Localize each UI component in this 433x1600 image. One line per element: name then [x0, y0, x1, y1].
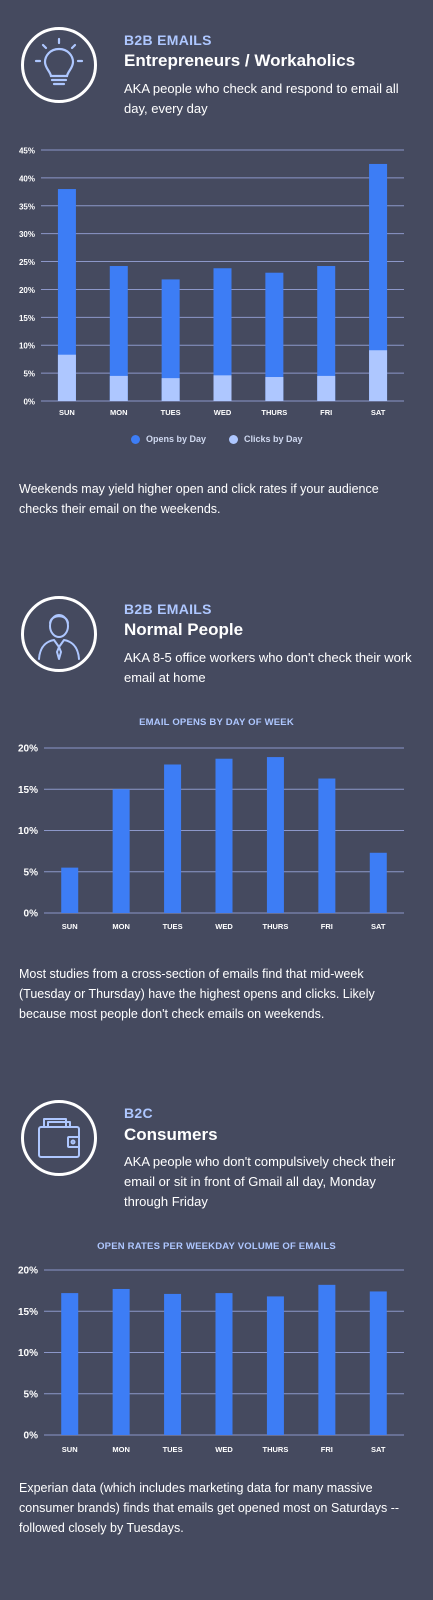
legend-label-opens: Opens by Day [146, 434, 207, 444]
x-tick-label: SUN [59, 408, 75, 417]
section-paragraph: Most studies from a cross-section of ema… [19, 967, 375, 1021]
y-tick-label: 5% [24, 1389, 39, 1400]
y-tick-label: 0% [24, 909, 39, 920]
x-tick-label: THURS [263, 922, 289, 931]
section-normal-people: B2B EMAILS Normal People AKA 8-5 office … [0, 590, 433, 1040]
bar [61, 1293, 79, 1435]
bar [266, 757, 284, 913]
section-kicker: B2B EMAILS [124, 32, 212, 48]
y-tick-label: 45% [19, 147, 35, 156]
bar-opens [265, 272, 284, 401]
x-tick-label: FRI [321, 1445, 333, 1454]
x-tick-label: TUES [161, 408, 181, 417]
y-tick-label: 20% [19, 286, 35, 295]
y-tick-label: 10% [18, 1348, 38, 1359]
x-tick-label: MON [112, 922, 130, 931]
x-tick-label: THURS [263, 1445, 289, 1454]
x-tick-label: WED [215, 1445, 233, 1454]
y-tick-label: 40% [19, 174, 35, 183]
bar [164, 1293, 182, 1435]
x-tick-label: TUES [163, 922, 183, 931]
x-tick-label: SUN [62, 922, 78, 931]
bar [61, 867, 79, 913]
bar [318, 778, 336, 913]
y-tick-label: 25% [19, 258, 35, 267]
lightbulb-icon [34, 37, 84, 86]
x-tick-label: MON [112, 1445, 130, 1454]
y-tick-label: 0% [23, 398, 35, 407]
section-title: Consumers [124, 1125, 218, 1144]
bar [318, 1284, 336, 1435]
section-entrepreneurs: B2B EMAILS Entrepreneurs / Workaholics A… [0, 0, 433, 540]
section-paragraph: Experian data (which includes marketing … [19, 1481, 400, 1535]
bar [164, 764, 182, 913]
x-tick-label: MON [110, 408, 128, 417]
y-tick-label: 30% [19, 230, 35, 239]
bar [266, 1296, 284, 1435]
x-tick-label: FRI [321, 922, 333, 931]
y-tick-label: 35% [19, 202, 35, 211]
y-tick-label: 10% [18, 826, 38, 837]
y-tick-label: 20% [18, 744, 38, 755]
section-title: Entrepreneurs / Workaholics [124, 51, 356, 70]
bar-clicks [317, 375, 336, 401]
bar [369, 1291, 387, 1435]
bar [112, 1288, 130, 1435]
bar [112, 789, 130, 913]
bar-opens [161, 279, 180, 401]
y-tick-label: 20% [18, 1266, 38, 1277]
bar-clicks [161, 378, 180, 401]
legend-swatch-clicks [229, 435, 238, 444]
x-tick-label: THURS [261, 408, 287, 417]
bar-opens [213, 268, 232, 401]
y-tick-label: 5% [23, 370, 35, 379]
bar-clicks [369, 350, 388, 401]
bar [369, 852, 387, 913]
open-rates-chart: 0% 5% 10% 15% 20% SUN MON TUES WED THURS FRI SAT [18, 1266, 404, 1454]
y-tick-label: 0% [24, 1431, 39, 1442]
section-subtitle: AKA people who check and respond to emai… [124, 81, 399, 116]
x-tick-label: SAT [371, 408, 386, 417]
section-consumers: B2C Consumers AKA people who don't compu… [0, 1100, 433, 1600]
bar [215, 1293, 233, 1435]
y-tick-label: 15% [19, 314, 35, 323]
x-tick-label: WED [215, 922, 233, 931]
x-tick-label: SAT [371, 922, 386, 931]
bar-clicks [265, 377, 284, 401]
y-tick-label: 15% [18, 785, 38, 796]
office-worker-icon-circle [21, 596, 97, 672]
bar-clicks [109, 375, 128, 401]
bar-opens [109, 266, 128, 401]
y-tick-label: 10% [19, 342, 35, 351]
wallet-icon [38, 1118, 80, 1158]
bar-opens [57, 189, 76, 401]
section-subtitle: AKA 8-5 office workers who don't check t… [124, 650, 412, 685]
bar-opens [317, 266, 336, 401]
section-subtitle: AKA people who don't compulsively check … [124, 1154, 396, 1209]
x-tick-label: FRI [320, 408, 332, 417]
section-title: Normal People [124, 620, 244, 639]
x-tick-label: TUES [163, 1445, 183, 1454]
opens-clicks-chart: 0% 5% 10% 15% 20% 25% 30% 35% 40% 45% SUN MON TUES WE… [19, 147, 404, 417]
section-kicker: B2B EMAILS [124, 601, 212, 617]
legend-swatch-opens [131, 435, 140, 444]
x-tick-label: SAT [371, 1445, 386, 1454]
wallet-icon-circle [21, 1100, 97, 1176]
section-paragraph: Weekends may yield higher open and click… [19, 482, 379, 516]
section-kicker: B2C [124, 1105, 153, 1121]
x-tick-label: SUN [62, 1445, 78, 1454]
lightbulb-icon-circle [21, 27, 97, 103]
y-tick-label: 15% [18, 1307, 38, 1318]
office-worker-icon [38, 614, 80, 660]
bar-opens [369, 163, 388, 401]
x-tick-label: WED [214, 408, 232, 417]
bar-clicks [213, 375, 232, 401]
legend-label-clicks: Clicks by Day [244, 434, 303, 444]
email-opens-chart: 0% 5% 10% 15% 20% SUN MON TUES WED THURS FRI SAT [18, 744, 404, 931]
y-tick-label: 5% [24, 867, 39, 878]
bar-clicks [57, 354, 76, 401]
chart-title: EMAIL OPENS BY DAY OF WEEK [139, 717, 294, 728]
bar [215, 758, 233, 913]
chart-title: OPEN RATES PER WEEKDAY VOLUME OF EMAILS [97, 1241, 336, 1252]
